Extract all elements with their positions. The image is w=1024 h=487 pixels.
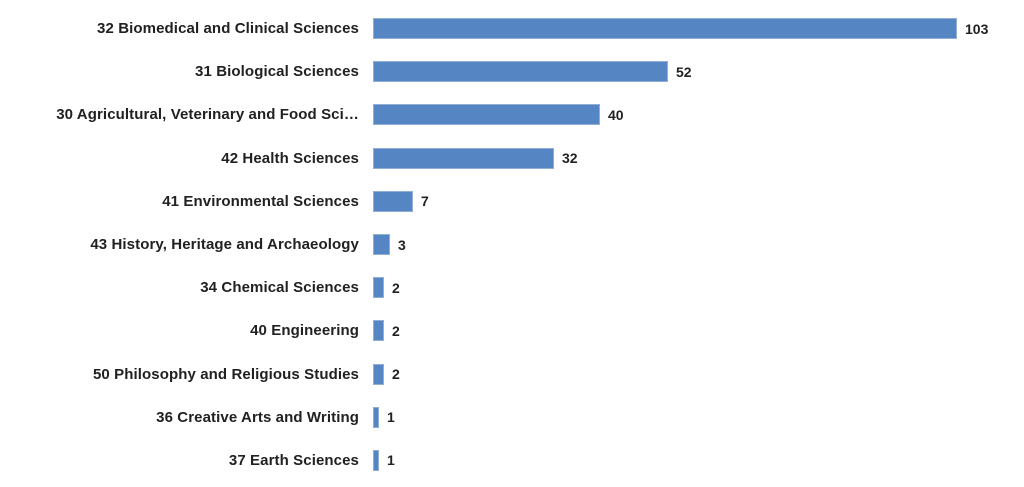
bar-track: 1 bbox=[373, 439, 1024, 482]
category-label: 34 Chemical Sciences bbox=[200, 279, 359, 297]
bar-track: 103 bbox=[373, 7, 1024, 50]
bar bbox=[373, 363, 384, 385]
value-label: 2 bbox=[392, 279, 400, 296]
category-label: 40 Engineering bbox=[250, 322, 359, 340]
bar bbox=[373, 234, 390, 256]
chart-row: 50 Philosophy and Religious Studies 2 bbox=[0, 353, 1024, 396]
category-label: 43 History, Heritage and Archaeology bbox=[90, 236, 359, 254]
bar-track: 32 bbox=[373, 137, 1024, 180]
bar-track: 2 bbox=[373, 266, 1024, 309]
bar bbox=[373, 277, 384, 299]
bar-track: 52 bbox=[373, 50, 1024, 93]
bar-track: 2 bbox=[373, 353, 1024, 396]
bar bbox=[373, 406, 379, 428]
value-label: 2 bbox=[392, 366, 400, 383]
chart-row: 41 Environmental Sciences 7 bbox=[0, 180, 1024, 223]
bar bbox=[373, 104, 600, 126]
category-label: 30 Agricultural, Veterinary and Food Sci… bbox=[56, 106, 359, 124]
chart-row: 37 Earth Sciences 1 bbox=[0, 439, 1024, 482]
bar-track: 1 bbox=[373, 396, 1024, 439]
chart-row: 42 Health Sciences 32 bbox=[0, 137, 1024, 180]
bar bbox=[373, 449, 379, 471]
value-label: 32 bbox=[562, 150, 578, 167]
category-label: 31 Biological Sciences bbox=[195, 63, 359, 81]
bar bbox=[373, 61, 668, 83]
category-label: 36 Creative Arts and Writing bbox=[156, 408, 359, 426]
bar bbox=[373, 190, 413, 212]
value-label: 52 bbox=[676, 63, 692, 80]
chart-row: 32 Biomedical and Clinical Sciences 103 bbox=[0, 7, 1024, 50]
bar-track: 2 bbox=[373, 309, 1024, 352]
category-label: 50 Philosophy and Religious Studies bbox=[92, 365, 359, 383]
category-label: 42 Health Sciences bbox=[221, 149, 359, 167]
chart-row: 40 Engineering 2 bbox=[0, 309, 1024, 352]
value-label: 1 bbox=[387, 452, 395, 469]
value-label: 7 bbox=[421, 193, 429, 210]
bar bbox=[373, 18, 957, 40]
category-label: 37 Earth Sciences bbox=[228, 451, 359, 469]
category-label: 41 Environmental Sciences bbox=[162, 192, 359, 210]
chart-row: 34 Chemical Sciences 2 bbox=[0, 266, 1024, 309]
value-label: 3 bbox=[398, 236, 406, 253]
value-label: 2 bbox=[392, 322, 400, 339]
chart-row: 43 History, Heritage and Archaeology 3 bbox=[0, 223, 1024, 266]
chart-row: 36 Creative Arts and Writing 1 bbox=[0, 396, 1024, 439]
category-label: 32 Biomedical and Clinical Sciences bbox=[97, 20, 359, 38]
bar-track: 3 bbox=[373, 223, 1024, 266]
value-label: 1 bbox=[387, 409, 395, 426]
chart-row: 31 Biological Sciences 52 bbox=[0, 50, 1024, 93]
bar bbox=[373, 320, 384, 342]
chart-row: 30 Agricultural, Veterinary and Food Sci… bbox=[0, 93, 1024, 136]
bar-track: 7 bbox=[373, 180, 1024, 223]
bar bbox=[373, 147, 554, 169]
value-label: 40 bbox=[608, 106, 624, 123]
bar-track: 40 bbox=[373, 93, 1024, 136]
value-label: 103 bbox=[965, 20, 989, 37]
